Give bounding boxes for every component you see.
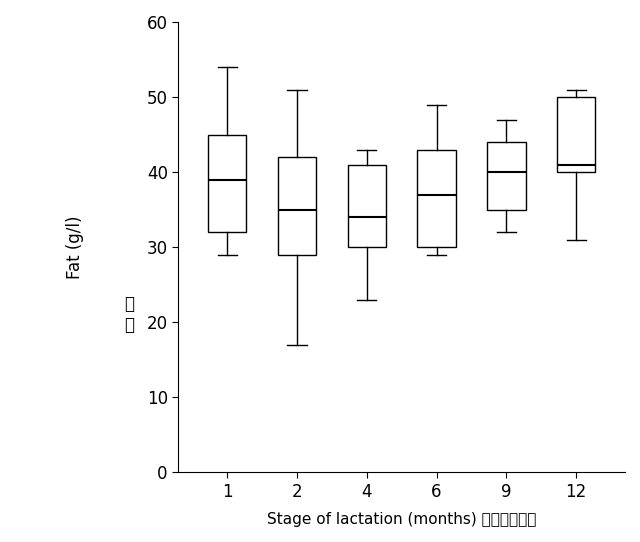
Text: 脂
肪: 脂 肪 — [124, 295, 134, 334]
PathPatch shape — [278, 157, 316, 255]
PathPatch shape — [417, 150, 456, 247]
X-axis label: Stage of lactation (months) 哺乳期（月）: Stage of lactation (months) 哺乳期（月） — [267, 512, 536, 527]
PathPatch shape — [557, 97, 595, 172]
Y-axis label: Fat (g/l): Fat (g/l) — [66, 216, 84, 279]
PathPatch shape — [348, 165, 386, 247]
PathPatch shape — [208, 134, 246, 232]
PathPatch shape — [487, 142, 525, 210]
